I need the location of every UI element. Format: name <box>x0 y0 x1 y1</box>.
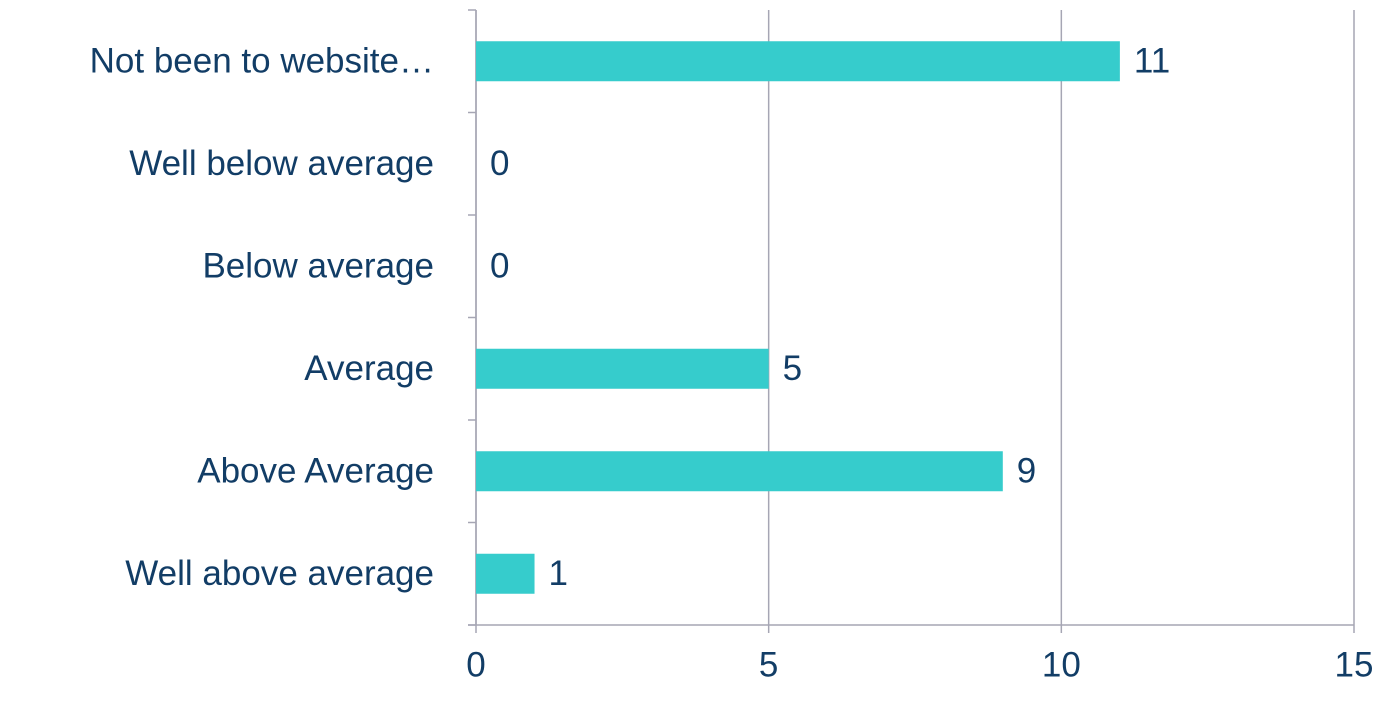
bar <box>476 348 769 389</box>
bar <box>476 451 1003 492</box>
y-tick-label: Above Average <box>197 452 434 491</box>
y-tick-label: Not been to website… <box>90 42 434 81</box>
data-label: 1 <box>549 554 568 593</box>
y-tick-label: Below average <box>202 247 434 286</box>
data-label: 0 <box>490 144 509 183</box>
x-tick-label: 0 <box>466 645 485 684</box>
data-label: 11 <box>1134 42 1170 81</box>
bar <box>476 553 535 594</box>
data-label: 9 <box>1017 452 1036 491</box>
x-tick-label: 10 <box>1042 645 1081 684</box>
x-tick-label: 5 <box>759 645 778 684</box>
y-tick-label: Average <box>304 349 434 388</box>
data-label: 0 <box>490 247 509 286</box>
y-tick-label: Well below average <box>129 144 434 183</box>
y-tick-label: Well above average <box>125 554 434 593</box>
data-label: 5 <box>783 349 802 388</box>
x-tick-label: 15 <box>1335 645 1374 684</box>
bar <box>476 41 1120 82</box>
